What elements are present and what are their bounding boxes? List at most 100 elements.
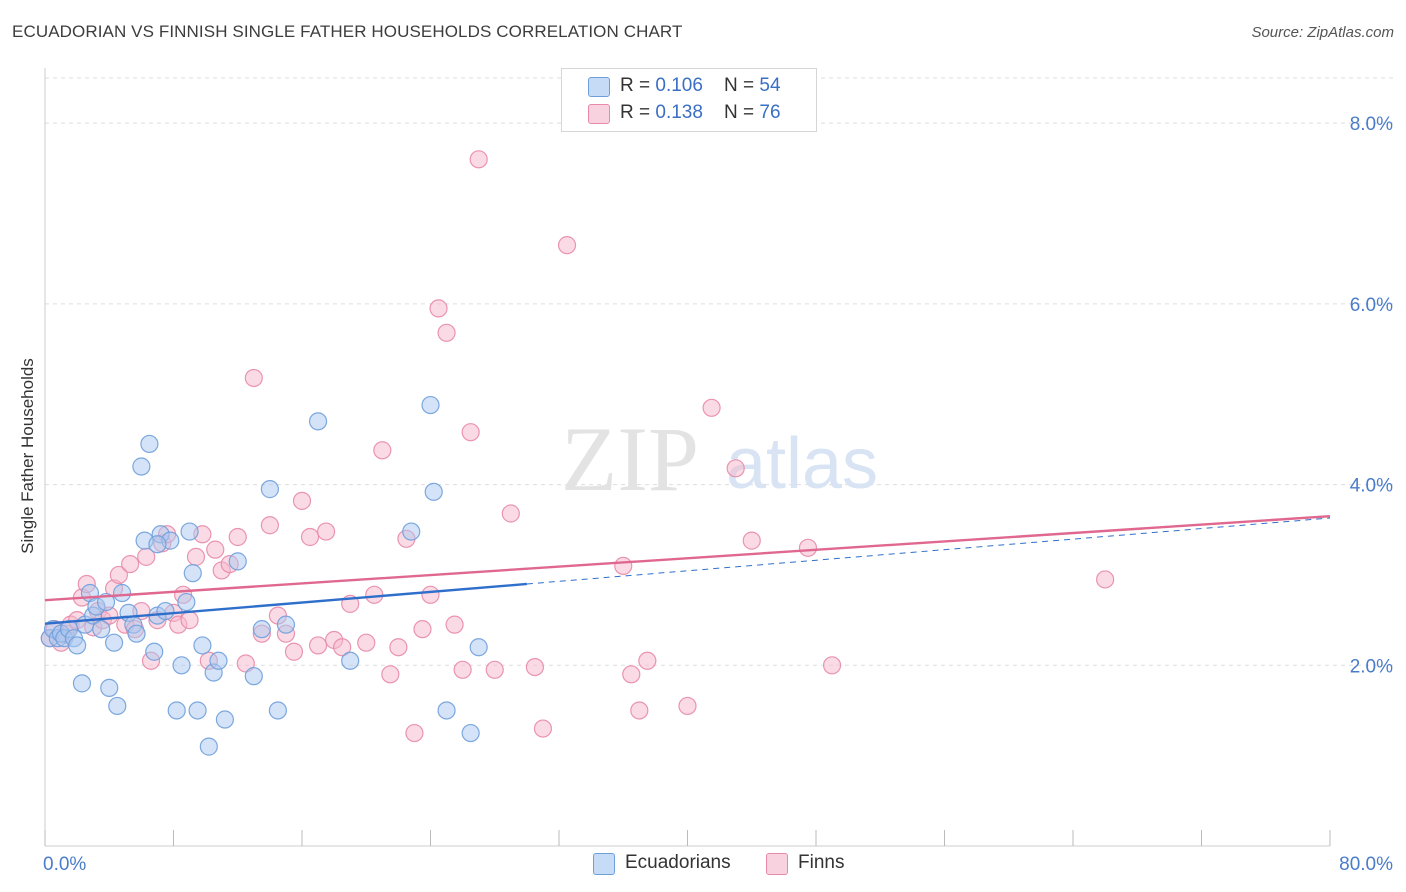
finn-point <box>389 638 408 657</box>
finn-point <box>501 504 520 523</box>
finn-point <box>180 611 199 630</box>
finn-point <box>798 538 818 557</box>
ecuadorian-point <box>437 701 456 720</box>
points-layer <box>40 150 1115 756</box>
finn-point <box>1096 570 1115 589</box>
legend-r-value: 0.138 <box>655 102 703 123</box>
ecuadorian-point <box>424 482 443 501</box>
finn-point <box>333 638 352 657</box>
y-tick-label: 2.0% <box>1350 656 1393 677</box>
finn-point <box>405 723 424 743</box>
ecuadorian-trend-extension <box>526 517 1331 585</box>
ecuadorian-point <box>260 480 279 499</box>
ecuadorian-point <box>92 620 111 639</box>
ecuadorian-point <box>252 620 271 639</box>
watermark: ZIP atlas <box>561 408 878 510</box>
finn-point <box>437 323 456 342</box>
finn-trend-line <box>44 515 1331 602</box>
finn-point <box>260 516 279 535</box>
finn-point <box>822 656 842 675</box>
legend-r-value: 0.106 <box>655 75 703 96</box>
finn-point <box>453 660 472 679</box>
finn-point <box>121 554 140 574</box>
finn-point <box>206 540 225 559</box>
ecuadorian-point <box>68 636 87 655</box>
finn-point <box>557 236 577 255</box>
ecuadorian-point <box>402 522 421 541</box>
ecuadorian-point <box>193 636 212 655</box>
ecuadorian-point <box>421 395 440 415</box>
legend-n-value: 76 <box>759 102 781 123</box>
finn-point <box>186 547 206 566</box>
ecuadorian-point <box>228 552 247 571</box>
finn-point <box>638 651 657 670</box>
ecuadorian-point <box>188 701 207 720</box>
y-axis-label: Single Father Households <box>18 358 37 554</box>
bottom-legend-label: Finns <box>798 852 845 873</box>
ecuadorian-point <box>96 592 116 612</box>
finn-point <box>109 565 128 585</box>
finn-point <box>292 491 312 510</box>
ecuadorian-point <box>244 667 263 686</box>
finn-point <box>228 527 247 547</box>
finn-point <box>485 660 504 679</box>
ecuadorian-point <box>172 656 191 675</box>
y-tick-label: 4.0% <box>1350 476 1393 497</box>
trend-layer <box>44 515 1331 625</box>
bottom-legend-label: Ecuadorians <box>625 852 731 873</box>
legend-swatch-pink <box>588 104 610 124</box>
finn-point <box>461 423 480 442</box>
ecuadorian-point <box>140 434 159 454</box>
watermark-atlas: atlas <box>726 424 878 504</box>
legend-n-label: N = <box>724 102 760 123</box>
tick-labels: 2.0% 4.0% 6.0% 8.0% 0.0% 80.0% <box>43 114 1393 875</box>
legend-n-value: 54 <box>759 75 781 96</box>
finn-point <box>316 522 336 541</box>
finn-point <box>244 368 263 388</box>
finn-point <box>614 556 633 576</box>
finn-point <box>421 585 440 604</box>
ecuadorian-point <box>177 592 196 612</box>
legend-r-label: R = <box>620 102 656 123</box>
axis-layer <box>44 68 1331 847</box>
ecuadorian-point <box>145 642 164 661</box>
ecuadorian-point <box>104 633 124 652</box>
watermark-zip: ZIP <box>561 408 699 510</box>
finn-point <box>742 531 761 550</box>
x-tick-label: 80.0% <box>1339 854 1393 875</box>
finn-point <box>413 620 432 639</box>
finn-point <box>622 665 641 684</box>
ecuadorian-point <box>112 583 132 603</box>
ecuadorian-point <box>341 651 360 670</box>
ecuadorian-point <box>308 412 328 431</box>
ecuadorian-point <box>72 674 92 693</box>
bottom-legend-swatch-pink <box>766 853 788 875</box>
ecuadorian-point <box>100 678 119 697</box>
stats-legend: R = 0.106 N = 54 R = 0.138 N = 76 <box>561 68 817 132</box>
finn-point <box>284 642 304 661</box>
ecuadorian-point <box>156 601 175 621</box>
ecuadorian-trend-line <box>44 582 527 625</box>
finn-point <box>357 633 376 652</box>
finn-point <box>365 585 384 604</box>
ecuadorian-point <box>268 701 288 720</box>
legend-r-label: R = <box>620 75 656 96</box>
ecuadorian-point <box>108 696 127 716</box>
ecuadorian-point <box>215 710 234 729</box>
ecuadorian-point <box>127 624 146 643</box>
ecuadorian-point <box>167 701 186 720</box>
y-tick-label: 8.0% <box>1350 114 1393 135</box>
legend-n-label: N = <box>724 75 760 96</box>
bottom-legend-swatch-blue <box>593 853 615 875</box>
y-tick-label: 6.0% <box>1350 295 1393 316</box>
ecuadorian-point <box>469 638 488 657</box>
ecuadorian-point <box>180 522 199 541</box>
ecuadorian-point <box>132 457 151 476</box>
finn-point <box>308 636 328 655</box>
finn-point <box>381 665 400 684</box>
finn-point <box>300 527 320 547</box>
finn-point <box>373 441 392 460</box>
ecuadorian-point <box>209 651 228 670</box>
finn-point <box>726 459 745 478</box>
